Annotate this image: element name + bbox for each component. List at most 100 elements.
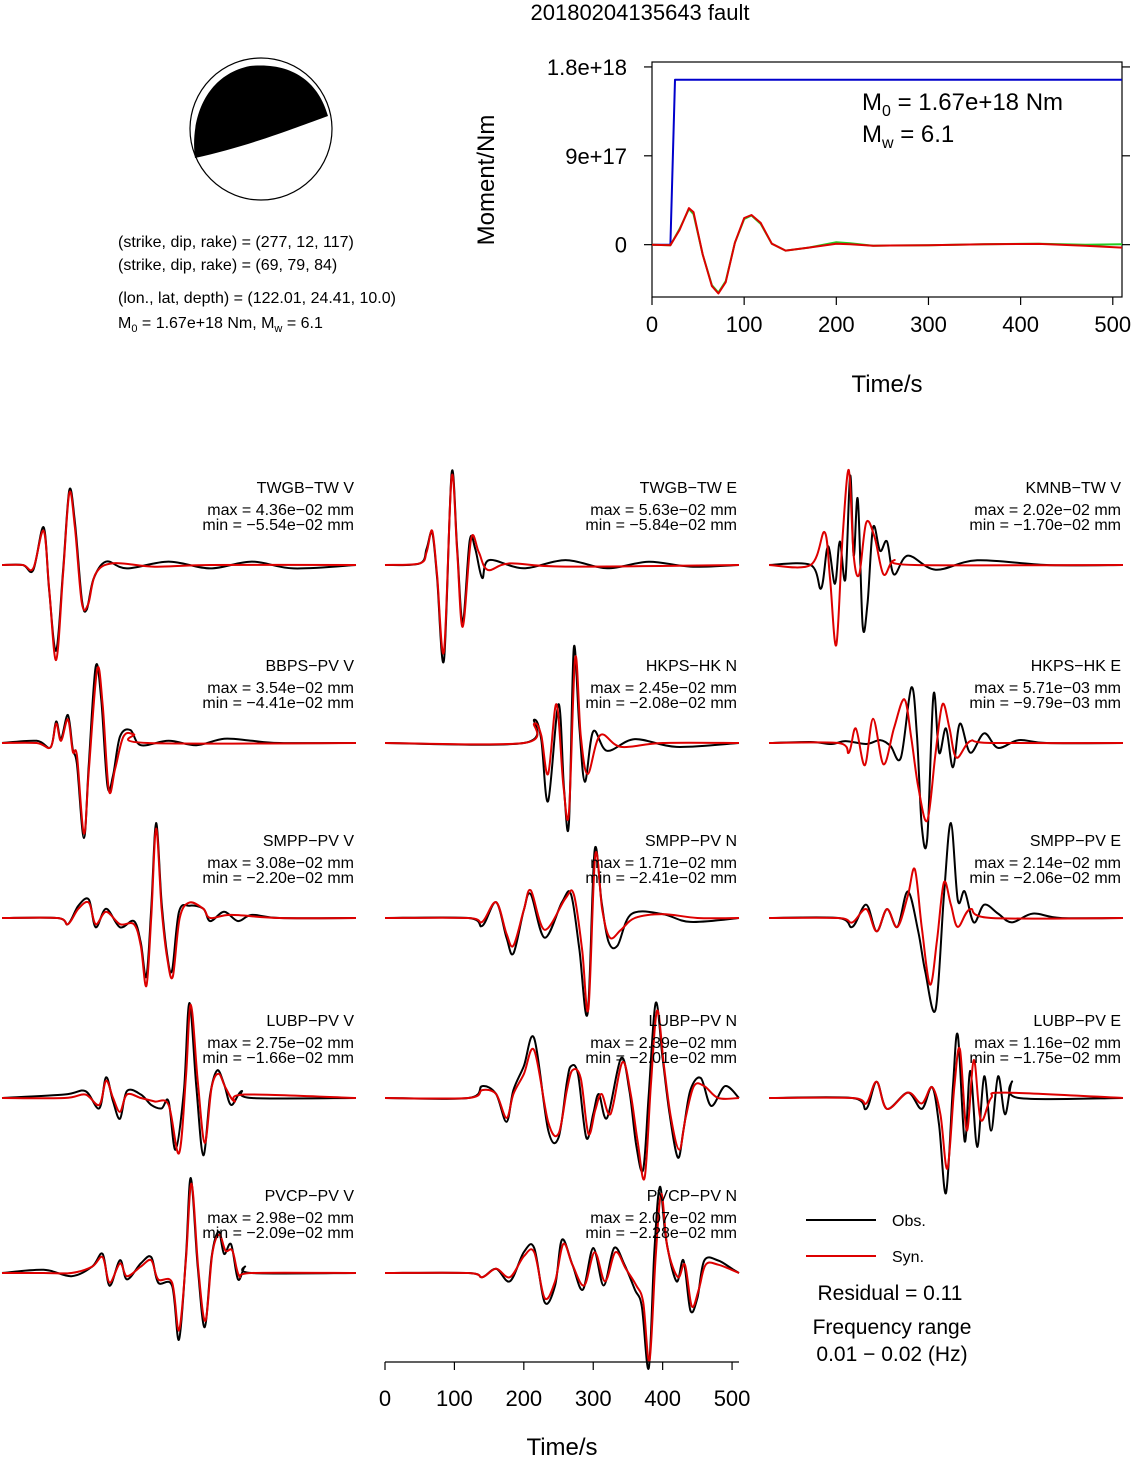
bottom-x-axis-label: Time/s	[526, 1434, 597, 1458]
nodal-plane-1: (strike, dip, rake) = (277, 12, 117)	[118, 234, 354, 251]
synthetic-trace	[384, 473, 740, 655]
m0-subscript: 0	[131, 323, 137, 335]
station-min: min = −2.20e−02 mm	[202, 870, 354, 887]
station-min: min = −2.09e−02 mm	[202, 1225, 354, 1242]
frequency-range-label: Frequency range	[813, 1316, 972, 1339]
station-name: PVCP−PV N	[647, 1188, 737, 1205]
station-max: max = 2.75e−02 mm	[207, 1035, 354, 1052]
station-name: SMPP−PV E	[1030, 833, 1121, 850]
station-min: min = −9.79e−03 mm	[969, 695, 1121, 712]
moment-x-tick-label: 500	[1094, 312, 1131, 337]
moment-series-line-2	[651, 207, 1123, 295]
location-depth: (lon., lat, depth) = (122.01, 24.41, 10.…	[118, 290, 396, 307]
mw-rest: = 6.1	[282, 315, 323, 332]
moment-annotation-m0: M0 = 1.67e+18 Nm	[862, 89, 1063, 120]
moment-magnitude-line: M0 = 1.67e+18 Nm, Mw = 6.1	[118, 315, 323, 335]
bottom-time-axis: 0 100 200 300 400 500	[379, 1361, 751, 1411]
synthetic-trace	[1, 1003, 357, 1155]
mw-annotation-m: M	[862, 121, 882, 148]
moment-y-tick-label: 9e+17	[565, 144, 627, 169]
bottom-x-tick-label: 0	[379, 1386, 391, 1411]
synthetic-trace	[1, 490, 357, 662]
synthetic-trace	[768, 698, 1124, 823]
station-name: HKPS−HK N	[646, 658, 737, 675]
moment-x-tick-label: 400	[1002, 312, 1039, 337]
bottom-x-tick-label: 300	[575, 1386, 612, 1411]
legend: Obs. Syn.	[806, 1213, 926, 1266]
station-max: max = 2.02e−02 mm	[974, 502, 1121, 519]
moment-x-tick-label: 200	[818, 312, 855, 337]
moment-annotation-mw: Mw = 6.1	[862, 121, 954, 152]
station-max: max = 4.36e−02 mm	[207, 502, 354, 519]
station-max: max = 3.08e−02 mm	[207, 855, 354, 872]
synthetic-trace	[384, 1009, 740, 1181]
station-name: LUBP−PV V	[266, 1013, 354, 1030]
station-max: max = 5.71e−03 mm	[974, 680, 1121, 697]
station-name: TWGB−TW V	[257, 480, 355, 497]
moment-x-tick-label: 300	[910, 312, 947, 337]
station-max: max = 2.14e−02 mm	[974, 855, 1121, 872]
station-name: PVCP−PV V	[265, 1188, 355, 1205]
m0-prefix: M	[118, 315, 131, 332]
station-name: HKPS−HK E	[1031, 658, 1121, 675]
m0-annotation-m: M	[862, 89, 882, 116]
frequency-range-value: 0.01 − 0.02 (Hz)	[816, 1343, 967, 1366]
moment-axes: 0 100 200 300 400 500 0 9e+17 1.8e+18	[547, 55, 1131, 337]
synthetic-trace	[1, 827, 357, 987]
station-min: min = −2.08e−02 mm	[585, 695, 737, 712]
station-name: SMPP−PV V	[263, 833, 354, 850]
station-min: min = −1.75e−02 mm	[969, 1050, 1121, 1067]
beachball-compressional-quadrant	[194, 65, 328, 158]
observed-trace	[1, 821, 357, 979]
station-max: max = 2.98e−02 mm	[207, 1210, 354, 1227]
mw-annotation-value: = 6.1	[894, 121, 955, 148]
synthetic-trace	[768, 1046, 1124, 1170]
bottom-x-tick-label: 200	[505, 1386, 542, 1411]
station-min: min = −1.66e−02 mm	[202, 1050, 354, 1067]
observed-trace	[768, 474, 1124, 634]
station-min: min = −5.54e−02 mm	[202, 517, 354, 534]
bottom-x-tick-label: 500	[714, 1386, 751, 1411]
synthetic-trace	[1, 666, 357, 835]
station-max: max = 5.63e−02 mm	[590, 502, 737, 519]
station-min: min = −2.06e−02 mm	[969, 870, 1121, 887]
station-min: min = −4.41e−02 mm	[202, 695, 354, 712]
station-min: min = −1.70e−02 mm	[969, 517, 1121, 534]
station-name: SMPP−PV N	[645, 833, 737, 850]
synthetic-trace	[384, 851, 740, 1013]
nodal-plane-2: (strike, dip, rake) = (69, 79, 84)	[118, 257, 337, 274]
station-min: min = −5.84e−02 mm	[585, 517, 737, 534]
moment-x-axis-label: Time/s	[851, 371, 922, 398]
moment-y-tick-label: 1.8e+18	[547, 55, 627, 80]
station-name: LUBP−PV N	[649, 1013, 737, 1030]
moment-series-group	[651, 78, 1123, 295]
station-min: min = −2.41e−02 mm	[585, 870, 737, 887]
moment-plot-frame	[651, 61, 1123, 298]
station-name: LUBP−PV E	[1033, 1013, 1121, 1030]
mechanism-info: (strike, dip, rake) = (277, 12, 117) (st…	[118, 234, 396, 335]
residual-text: Residual = 0.11	[818, 1282, 963, 1305]
mw-annotation-sub: w	[881, 135, 894, 152]
station-max: max = 3.54e−02 mm	[207, 680, 354, 697]
moment-y-tick-label: 0	[615, 233, 627, 258]
mw-subscript: w	[273, 323, 282, 335]
station-max: max = 1.71e−02 mm	[590, 855, 737, 872]
m0-annotation-value: = 1.67e+18 Nm	[891, 89, 1063, 116]
figure-title: 20180204135643 fault	[531, 0, 750, 25]
synthetic-trace	[768, 867, 1124, 986]
observed-trace	[768, 686, 1124, 850]
legend-syn-label: Syn.	[892, 1249, 924, 1266]
